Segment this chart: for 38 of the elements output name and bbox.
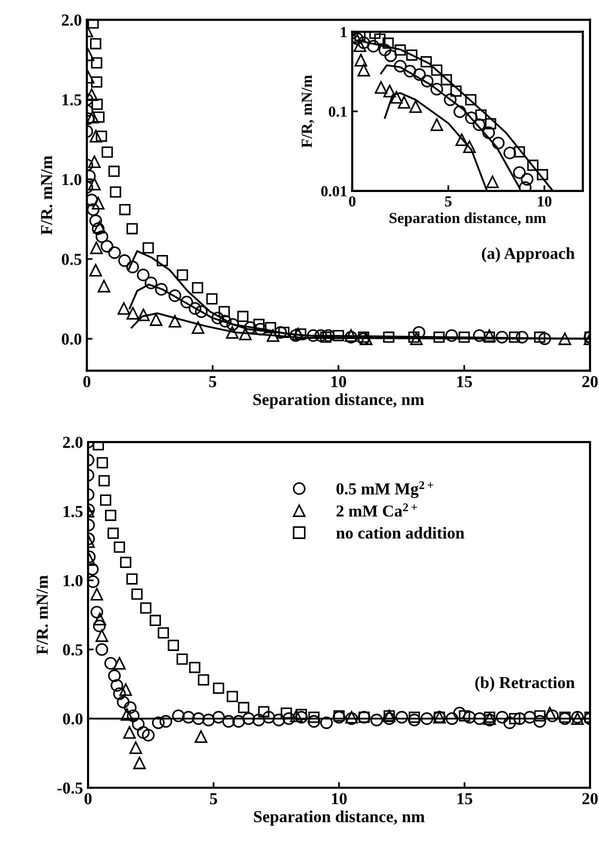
y-axis-title: F/R. mN/m bbox=[36, 575, 48, 654]
legend-label: 2 mM Ca$^{2+}$ bbox=[336, 503, 417, 517]
y-tick-label: 0.1 bbox=[328, 106, 347, 117]
x-tick-label: 10 bbox=[538, 196, 552, 207]
legend-label: 0.5 mM Mg$^{2+}$ bbox=[336, 481, 434, 498]
y-tick-label: 1.0 bbox=[62, 174, 82, 186]
x-tick-label: 20 bbox=[582, 793, 598, 804]
x-tick-label: 10 bbox=[332, 793, 347, 804]
x-tick-label: 5 bbox=[445, 196, 452, 207]
y-axis-title: F/R. mN/m bbox=[41, 156, 52, 235]
y-tick-label: 2.0 bbox=[63, 436, 83, 448]
y-tick-label: 0.5 bbox=[62, 254, 82, 266]
x-tick-label: 5 bbox=[209, 376, 216, 388]
y-tick-label: 1 bbox=[340, 27, 347, 38]
x-tick-label: 10 bbox=[331, 376, 346, 388]
y-tick-label: 0.5 bbox=[62, 644, 83, 656]
y-tick-label: 1.5 bbox=[64, 506, 83, 518]
x-tick-label: 5 bbox=[210, 793, 218, 804]
y-tick-label: 1.5 bbox=[62, 94, 82, 106]
x-axis-title: Separation distance, nm bbox=[253, 393, 424, 409]
legend-label: no cation addition bbox=[336, 526, 464, 539]
x-tick-label: 0 bbox=[348, 196, 356, 207]
annotation: (b) Retraction bbox=[475, 676, 575, 692]
y-tick-label: 0.01 bbox=[321, 186, 347, 196]
x-axis-title: Separation distance, nm bbox=[254, 810, 425, 826]
y-tick-label: 2.0 bbox=[62, 14, 82, 26]
y-tick-label: -0.5 bbox=[57, 782, 83, 794]
x-tick-label: 15 bbox=[458, 793, 472, 804]
y-tick-label: 0.0 bbox=[62, 333, 82, 345]
x-tick-label: 20 bbox=[582, 376, 598, 388]
x-tick-label: 0 bbox=[83, 376, 90, 388]
x-axis-title: Separation distance, nm bbox=[390, 212, 546, 226]
y-axis-title: F/R, mN/m bbox=[302, 75, 314, 148]
x-tick-label: 0 bbox=[84, 793, 92, 804]
y-tick-label: 1.0 bbox=[64, 575, 83, 586]
annotation: (a) Approach bbox=[482, 247, 575, 262]
y-tick-label: 0.0 bbox=[62, 713, 83, 725]
x-tick-label: 15 bbox=[457, 376, 472, 388]
